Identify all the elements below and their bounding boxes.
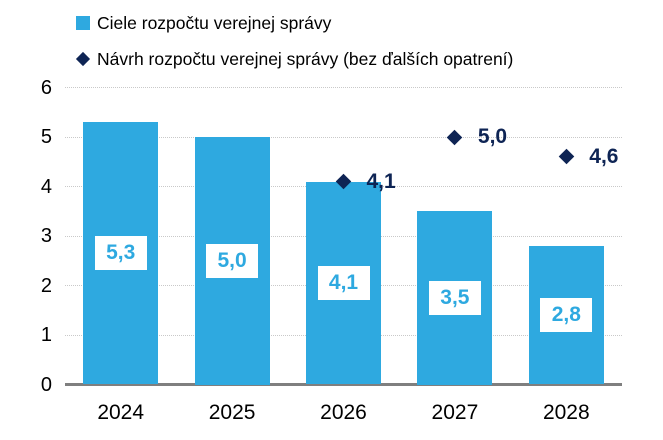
diamond-marker <box>447 129 463 145</box>
legend-item-label: Návrh rozpočtu verejnej správy (bez ďalš… <box>97 48 514 69</box>
y-axis-tick-label: 6 <box>40 76 52 99</box>
y-axis-tick-label: 3 <box>40 225 52 247</box>
y-axis-tick-label: 2 <box>40 274 52 297</box>
gridline <box>65 136 622 138</box>
y-axis-tick-label: 1 <box>40 324 52 346</box>
x-axis-label: 2026 <box>320 400 367 424</box>
bar-series-swatch-icon <box>76 16 90 30</box>
x-axis-label: 2025 <box>208 400 256 424</box>
diamond-marker <box>558 149 575 165</box>
legend-item-proposal: Návrh rozpočtu verejnej správy (bez ďalš… <box>75 44 514 74</box>
x-axis-label: 2027 <box>431 400 479 424</box>
bar-value-label: 3,5 <box>428 280 481 315</box>
diamond-series-swatch-icon <box>75 51 91 67</box>
legend: Ciele rozpočtu verejnej správy Návrh roz… <box>75 8 514 80</box>
y-axis-tick-label: 5 <box>40 126 52 148</box>
x-axis-label: 2024 <box>97 400 145 424</box>
bar-value-label: 5,3 <box>94 236 147 271</box>
x-axis-label: 2028 <box>542 400 590 424</box>
y-axis-tick-label: 4 <box>40 175 52 198</box>
legend-item-label: Ciele rozpočtu verejnej správy <box>97 12 332 33</box>
x-axis-line <box>65 383 622 386</box>
bar-value-label: 2,8 <box>540 298 593 333</box>
gridline <box>65 87 622 88</box>
diamond-value-label: 4,6 <box>589 144 619 168</box>
bar-value-label: 4,1 <box>317 266 370 301</box>
y-axis-tick-label: 0 <box>40 373 52 396</box>
diamond-value-label: 5,0 <box>477 125 508 148</box>
legend-item-targets: Ciele rozpočtu verejnej správy <box>76 8 513 38</box>
bar-value-label: 5,0 <box>206 243 259 278</box>
diamond-value-label: 4,1 <box>366 169 396 193</box>
